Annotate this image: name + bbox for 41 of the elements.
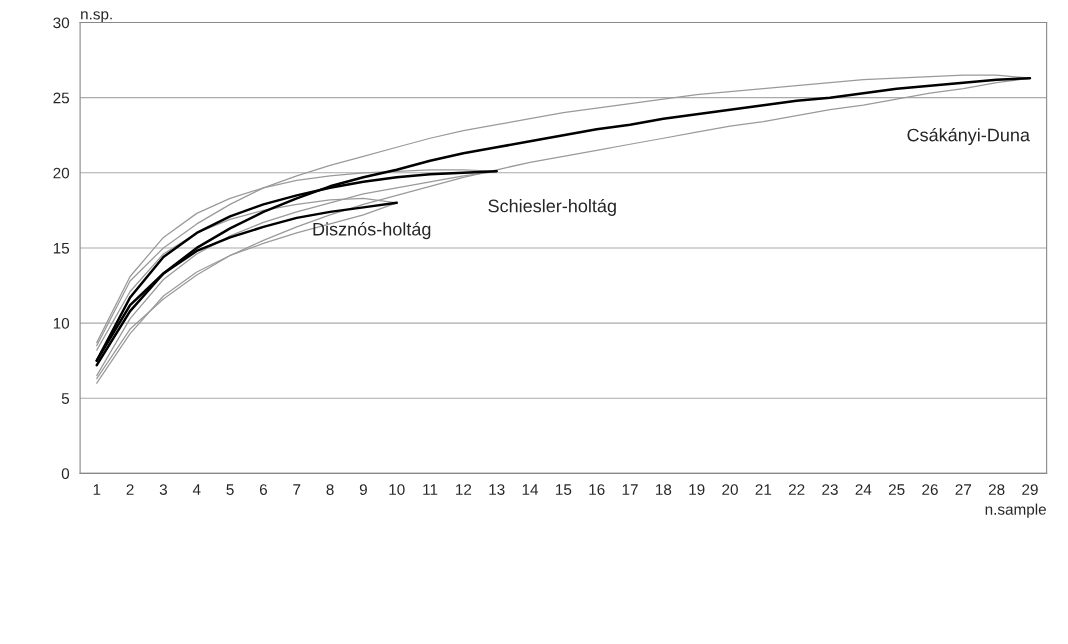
- y-tick-label: 20: [53, 167, 70, 179]
- x-tick-label: 1: [93, 484, 101, 495]
- x-tick-label: 14: [522, 484, 539, 495]
- x-axis-title: n.sample: [985, 503, 1046, 518]
- x-tick-label: 22: [788, 484, 805, 495]
- x-tick-label: 23: [822, 484, 838, 495]
- x-tick-label: 19: [689, 484, 705, 495]
- y-tick-label: 5: [61, 393, 70, 404]
- y-tick-label: 25: [53, 92, 70, 104]
- x-tick-label: 28: [988, 484, 1005, 495]
- y-axis-title: n.sp.: [81, 11, 112, 23]
- x-tick-label: 15: [556, 484, 572, 495]
- x-tick-label: 6: [259, 484, 267, 495]
- y-tick-label: 15: [53, 242, 70, 254]
- x-tick-label: 7: [293, 484, 301, 495]
- x-tick-label: 26: [922, 484, 938, 495]
- series-label: Schiesler-holtág: [488, 198, 616, 216]
- x-tick-label: 10: [389, 484, 405, 495]
- y-tick-label: 30: [53, 17, 70, 29]
- x-tick-label: 3: [159, 484, 167, 495]
- x-tick-label: 11: [423, 484, 438, 495]
- x-tick-label: 4: [192, 484, 201, 495]
- x-tick-label: 20: [722, 484, 738, 495]
- y-tick-label: 10: [53, 317, 70, 329]
- x-tick-label: 9: [359, 484, 367, 495]
- x-tick-label: 16: [589, 484, 605, 495]
- x-tick-label: 2: [126, 484, 134, 495]
- x-tick-label: 25: [888, 484, 905, 495]
- x-tick-label: 17: [622, 484, 638, 495]
- x-tick-label: 24: [855, 484, 872, 495]
- x-tick-label: 29: [1022, 484, 1038, 495]
- x-tick-label: 5: [226, 484, 234, 495]
- x-tick-label: 8: [326, 484, 334, 495]
- text: Csákányi-Duna: [907, 127, 1030, 145]
- series-label: Disznós-holtág: [313, 222, 431, 240]
- x-tick-label: 21: [755, 484, 772, 495]
- x-tick-label: 13: [489, 484, 505, 495]
- x-tick-label: 18: [656, 484, 672, 495]
- x-tick-label: 12: [456, 484, 472, 495]
- y-tick-label: 0: [61, 468, 70, 480]
- x-tick-label: 27: [955, 484, 972, 495]
